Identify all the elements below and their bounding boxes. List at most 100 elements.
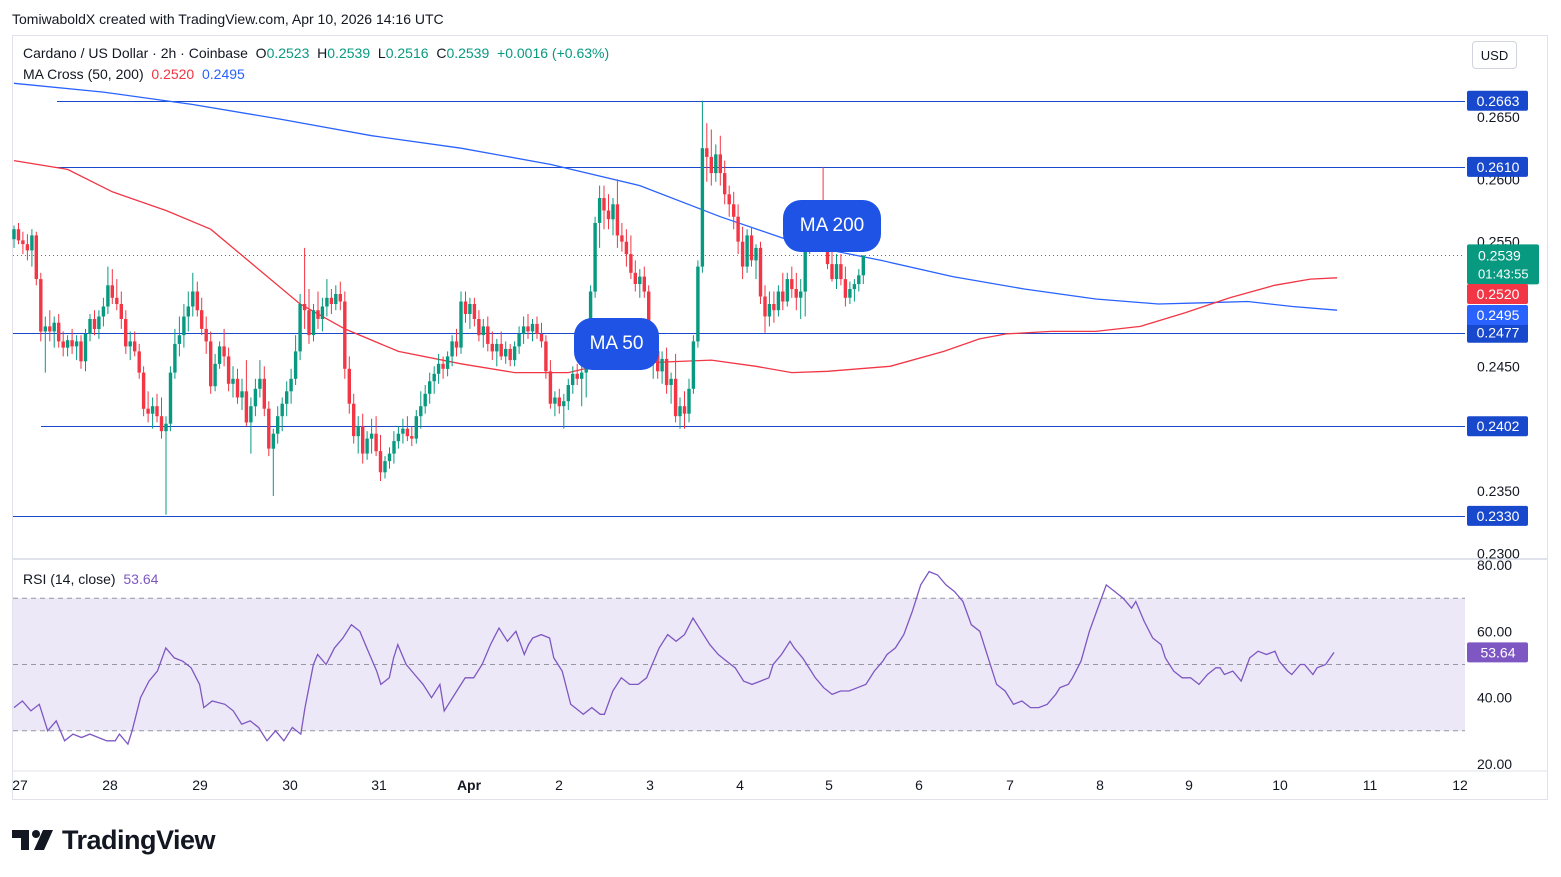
last-price-tag[interactable]: 0.2539 01:43:55 [1467, 244, 1539, 285]
candle[interactable] [441, 356, 445, 379]
candle[interactable] [97, 310, 101, 339]
candle[interactable] [88, 314, 92, 342]
candle[interactable] [423, 385, 427, 414]
candle[interactable] [597, 185, 602, 248]
candle[interactable] [571, 366, 575, 394]
candle[interactable] [155, 393, 159, 423]
candle[interactable] [696, 260, 700, 348]
candle[interactable] [244, 360, 249, 427]
candle[interactable] [781, 272, 785, 311]
candle[interactable] [392, 431, 396, 464]
rsi-legend[interactable]: RSI (14, close) 53.64 [23, 571, 158, 587]
candle[interactable] [65, 335, 70, 357]
candle[interactable] [839, 254, 843, 286]
candle[interactable] [606, 194, 611, 230]
level-tag[interactable]: 0.2663 [1467, 90, 1528, 111]
candle[interactable] [857, 269, 861, 292]
candle[interactable] [115, 279, 119, 311]
candle[interactable] [445, 351, 450, 377]
ma200-line[interactable] [13, 82, 1338, 311]
candle[interactable] [468, 297, 472, 329]
candle[interactable] [410, 426, 414, 447]
candle[interactable] [709, 129, 713, 186]
ma50-tag[interactable]: 0.2520 [1467, 284, 1528, 304]
ma200-tag[interactable]: 0.2495 [1467, 305, 1528, 325]
candle[interactable] [861, 255, 865, 285]
level-tag[interactable]: 0.2330 [1467, 505, 1528, 526]
candle[interactable] [401, 418, 405, 444]
candle[interactable] [557, 388, 561, 414]
candle[interactable] [575, 363, 579, 385]
candle[interactable] [834, 254, 839, 289]
candle[interactable] [472, 297, 477, 327]
candle[interactable] [92, 310, 97, 336]
candle[interactable] [736, 204, 740, 255]
tradingview-logo[interactable]: TradingView [12, 824, 216, 856]
candle[interactable] [267, 401, 271, 457]
candle[interactable] [486, 316, 490, 352]
candle[interactable] [119, 291, 123, 329]
candle[interactable] [101, 297, 106, 327]
candle[interactable] [21, 231, 25, 255]
candle[interactable] [137, 343, 141, 379]
candle[interactable] [463, 291, 468, 323]
candle[interactable] [34, 231, 38, 286]
candle[interactable] [624, 229, 629, 267]
candle[interactable] [642, 266, 646, 298]
candle[interactable] [562, 393, 566, 429]
candle[interactable] [280, 397, 284, 432]
candle[interactable] [74, 335, 79, 361]
candle[interactable] [732, 191, 736, 230]
candle[interactable] [177, 316, 182, 357]
candle[interactable] [182, 304, 186, 348]
candle[interactable] [548, 360, 553, 409]
candle[interactable] [365, 431, 369, 460]
candle[interactable] [450, 335, 454, 367]
candle[interactable] [16, 223, 21, 245]
candle[interactable] [490, 331, 494, 361]
candle[interactable] [271, 428, 275, 496]
candle[interactable] [298, 294, 302, 361]
candle[interactable] [253, 378, 258, 417]
candle[interactable] [106, 266, 110, 314]
candle[interactable] [602, 185, 606, 230]
candle[interactable] [231, 366, 235, 398]
currency-button[interactable]: USD [1472, 41, 1517, 69]
candle[interactable] [343, 291, 347, 379]
candle[interactable] [302, 247, 307, 329]
candle[interactable] [517, 326, 521, 354]
candle[interactable] [168, 366, 173, 432]
candle[interactable] [727, 185, 731, 217]
candle[interactable] [745, 229, 749, 273]
candle[interactable] [785, 272, 789, 307]
candle[interactable] [740, 226, 745, 280]
candle[interactable] [222, 328, 226, 367]
candle[interactable] [361, 413, 365, 464]
candle[interactable] [758, 241, 763, 304]
candle[interactable] [293, 335, 298, 385]
candle[interactable] [57, 314, 61, 348]
candle[interactable] [633, 260, 637, 292]
candle[interactable] [691, 335, 696, 394]
candle[interactable] [235, 368, 240, 404]
candle[interactable] [195, 281, 199, 317]
candle[interactable] [52, 316, 56, 348]
candle[interactable] [39, 272, 43, 342]
candle[interactable] [164, 416, 168, 515]
candle[interactable] [714, 144, 718, 182]
level-tag[interactable]: 0.2610 [1467, 156, 1528, 177]
candle[interactable] [83, 328, 88, 372]
candle[interactable] [186, 291, 190, 332]
candle[interactable] [276, 406, 280, 444]
candle[interactable] [723, 160, 727, 205]
candle[interactable] [128, 331, 132, 361]
level-tag[interactable]: 0.2477 [1467, 322, 1528, 343]
level-tag[interactable]: 0.2402 [1467, 416, 1528, 437]
candle[interactable] [508, 343, 512, 367]
candle[interactable] [369, 418, 374, 454]
candle[interactable] [843, 266, 848, 307]
candle[interactable] [213, 353, 217, 392]
candle[interactable] [852, 279, 857, 302]
candle[interactable] [159, 397, 164, 439]
candle[interactable] [504, 341, 508, 364]
